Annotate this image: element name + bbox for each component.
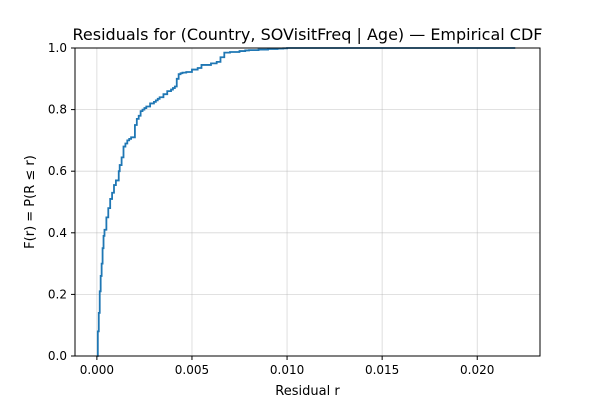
y-ticks-layer: 0.0 0.2 0.4 0.6 0.8 1.0 (48, 41, 75, 363)
x-tick-label: 0.020 (460, 363, 494, 377)
grid-layer (75, 47, 540, 357)
x-tick-label: 0.010 (270, 363, 304, 377)
series-layer (96, 47, 516, 357)
axes-layer (74, 47, 541, 357)
x-axis-label: Residual r (275, 384, 340, 399)
plot-frame (74, 47, 541, 357)
x-tick-label: 0.000 (80, 363, 114, 377)
ecdf-line-series-0 (96, 47, 516, 357)
y-tick-label: 0.0 (48, 349, 67, 363)
chart-title: Residuals for (Country, SOVisitFreq | Ag… (73, 25, 543, 44)
y-tick-label: 0.6 (48, 164, 67, 178)
y-axis-label: F(r) = P(R ≤ r) (23, 155, 38, 249)
y-tick-label: 1.0 (48, 41, 67, 55)
x-tick-label: 0.005 (175, 363, 209, 377)
y-tick-label: 0.2 (48, 287, 67, 301)
x-tick-label: 0.015 (365, 363, 399, 377)
y-tick-label: 0.8 (48, 103, 67, 117)
y-tick-label: 0.4 (48, 226, 67, 240)
x-ticks-layer: 0.000 0.005 0.010 0.015 0.020 (80, 356, 494, 377)
